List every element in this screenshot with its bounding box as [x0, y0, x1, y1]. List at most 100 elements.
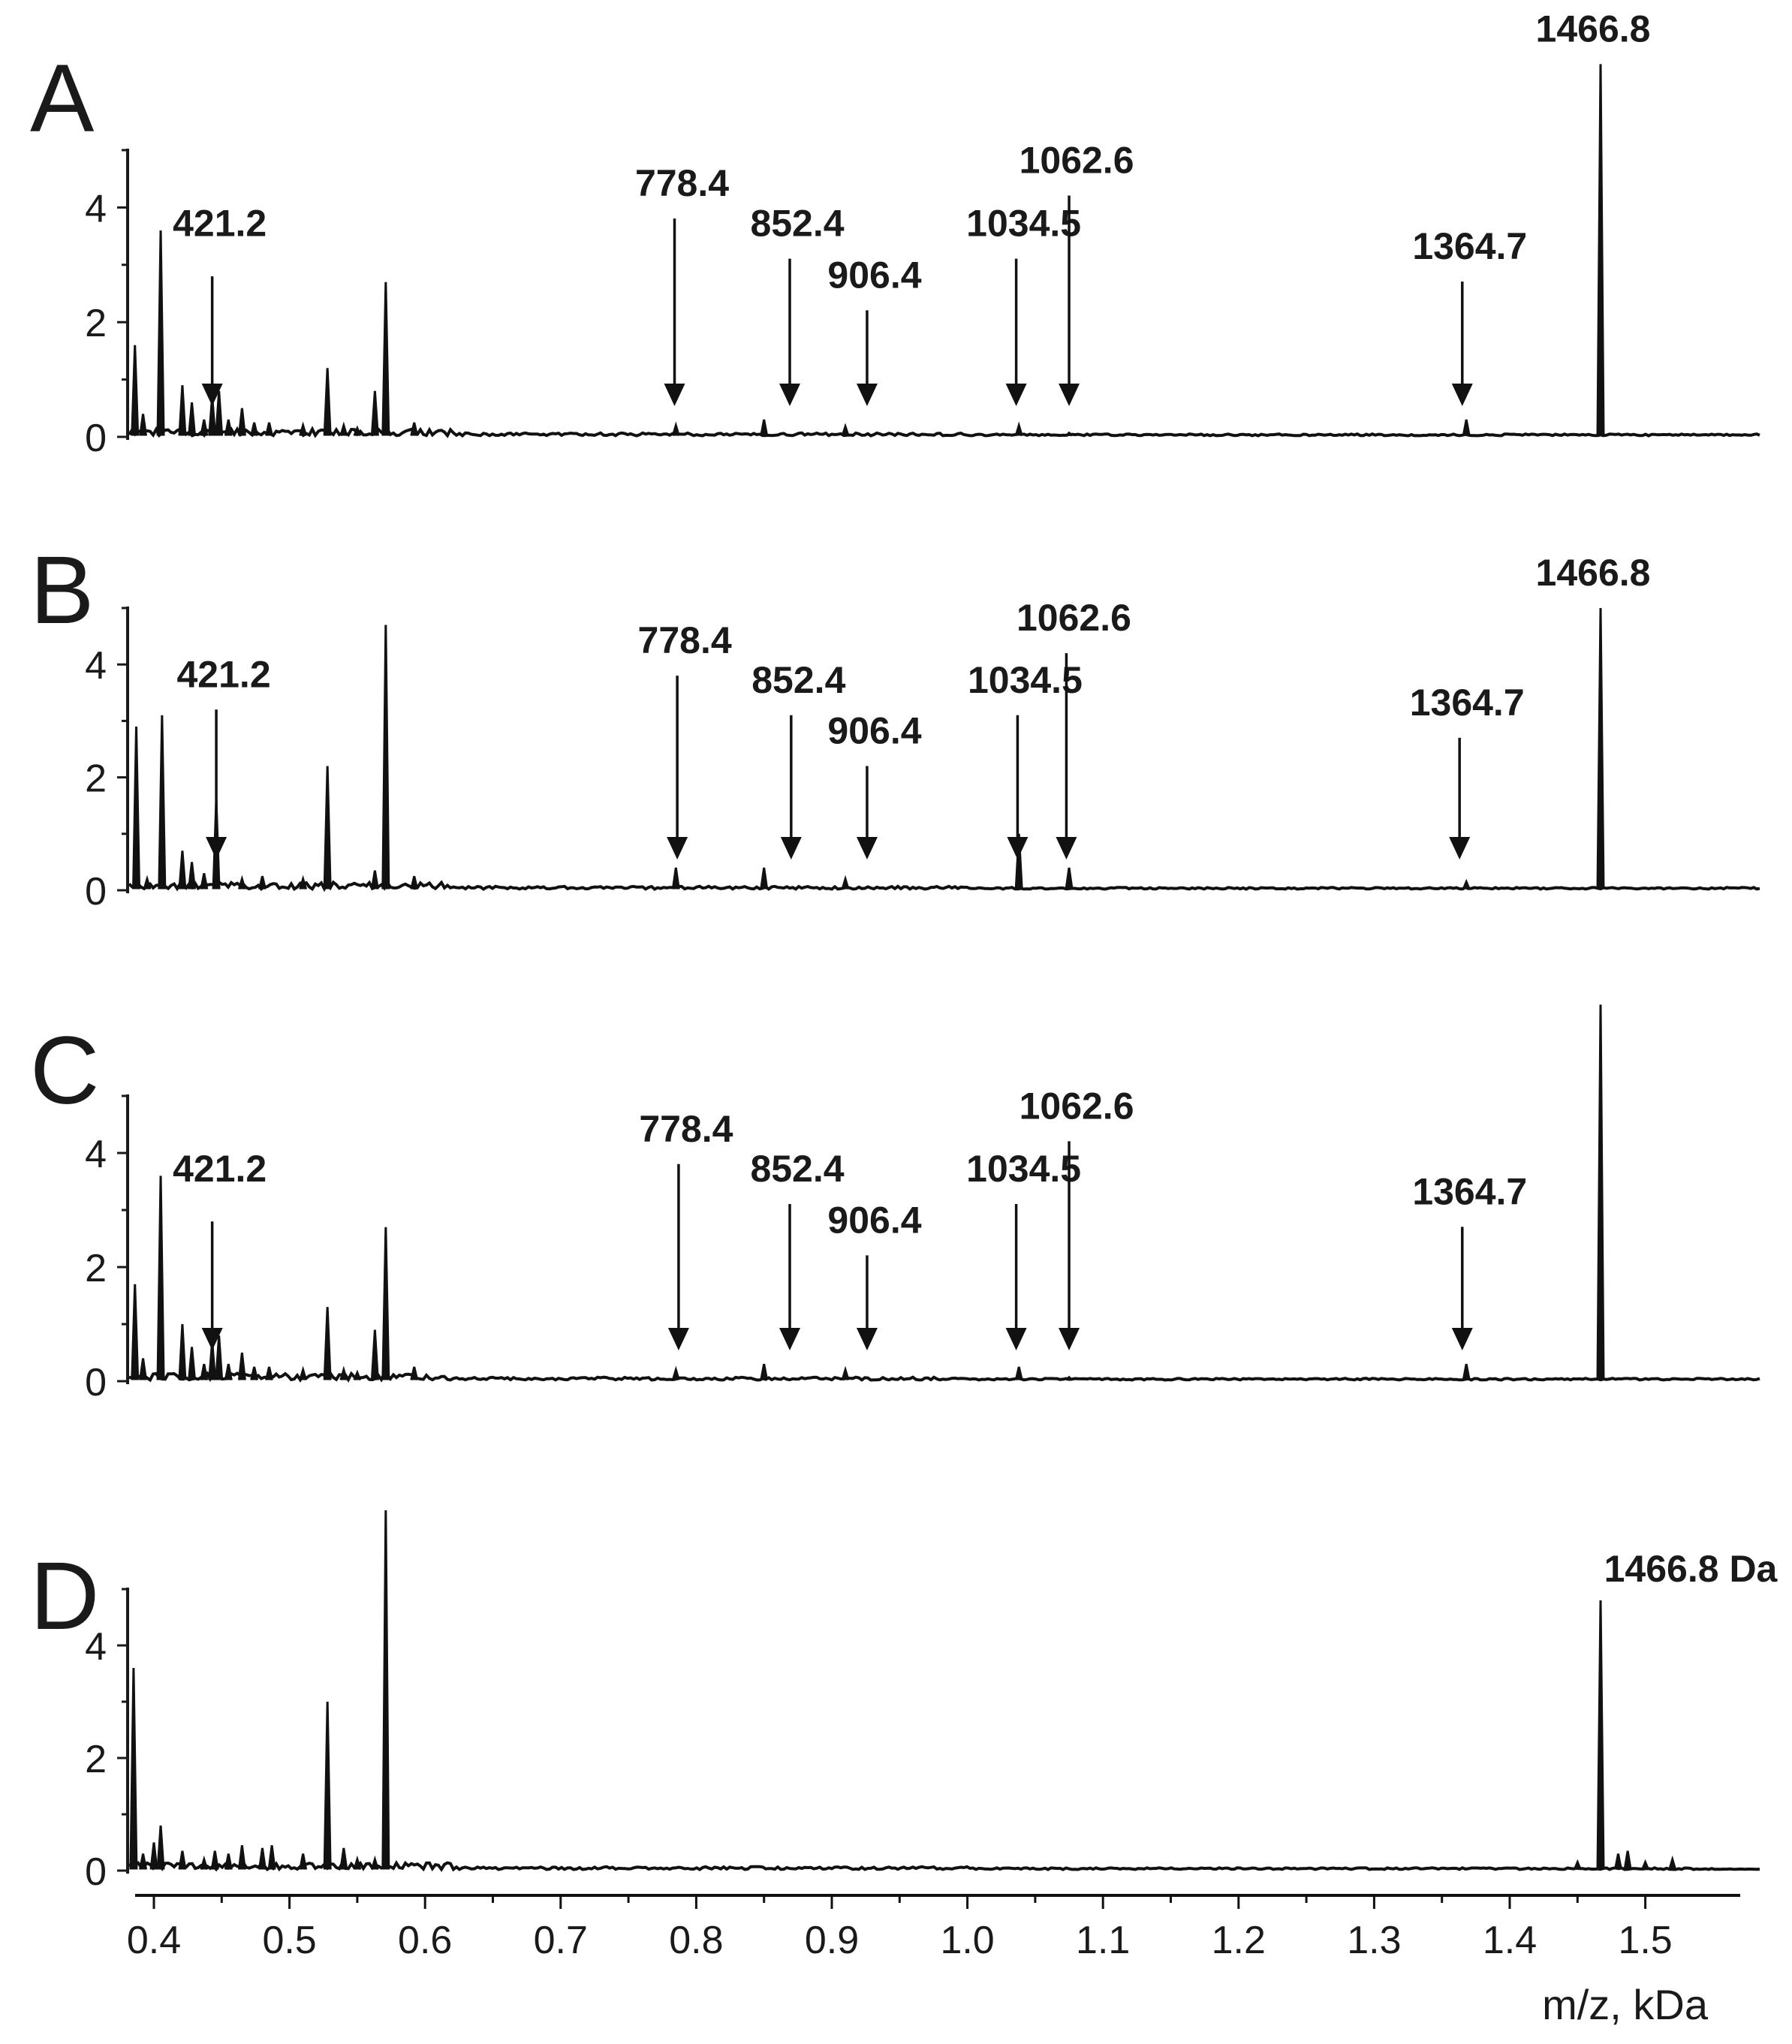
spectrum-peak — [299, 1365, 308, 1380]
spectrum-peak — [1065, 1375, 1074, 1381]
y-tick-label: 2 — [85, 1247, 107, 1290]
spectrum-peak — [323, 1307, 332, 1380]
spectrum-peak — [1641, 1859, 1649, 1871]
arrow-head — [1451, 1328, 1473, 1350]
spectrum-peak — [671, 421, 680, 436]
spectrum-peak — [1596, 1600, 1605, 1870]
peak-label: 421.2 — [173, 203, 267, 245]
y-tick-label: 0 — [85, 417, 107, 460]
spectrum-peak — [671, 1365, 680, 1380]
y-tick-label: 4 — [85, 644, 107, 688]
y-tick-label: 2 — [85, 302, 107, 345]
spectrum-peak — [258, 875, 267, 890]
y-tick-label: 0 — [85, 870, 107, 914]
peak-label: 1466.8 — [1536, 8, 1651, 50]
y-tick-label: 4 — [85, 1133, 107, 1176]
peak-label: 1062.6 — [1019, 140, 1134, 182]
x-tick-label: 0.4 — [127, 1919, 181, 1962]
spectrum-peak — [237, 1352, 246, 1380]
spectrum-peak — [188, 402, 197, 436]
spectrum-peak — [323, 766, 332, 890]
spectrum-peak — [353, 1369, 362, 1381]
spectrum-peak — [1014, 833, 1023, 890]
peak-label: 906.4 — [827, 254, 921, 296]
x-tick-label: 0.5 — [262, 1919, 316, 1962]
peak-label: 421.2 — [173, 1148, 267, 1190]
arrow-head — [201, 1328, 223, 1350]
spectrum-baseline — [128, 1859, 1760, 1872]
spectrum-peak — [1668, 1855, 1677, 1870]
spectrum-peak — [200, 1855, 209, 1870]
spectrum-peak — [224, 1363, 233, 1380]
arrow-head — [667, 1328, 689, 1350]
spectrum-peak — [237, 408, 246, 436]
spectrum-peak — [200, 419, 209, 436]
y-tick-label: 2 — [85, 1738, 107, 1781]
peak-label: 1062.6 — [1019, 1085, 1134, 1127]
spectrum-peak — [299, 421, 308, 436]
peak-label: 778.4 — [638, 619, 732, 661]
y-tick-label: 0 — [85, 1850, 107, 1894]
peak-label: 1034.5 — [968, 659, 1083, 701]
peak-label: 778.4 — [639, 1108, 733, 1150]
arrow-head — [1059, 1328, 1080, 1350]
spectrum-peak — [215, 390, 224, 436]
panel-letter: C — [30, 1017, 99, 1124]
peak-label: 1364.7 — [1410, 682, 1525, 724]
x-tick-label: 0.6 — [398, 1919, 452, 1962]
spectrum-peak — [131, 345, 140, 436]
x-tick-label: 1.2 — [1212, 1919, 1266, 1962]
panel-letter: D — [30, 1543, 99, 1650]
spectrum-peak — [1014, 1366, 1023, 1380]
spectrum-peak — [200, 1363, 209, 1380]
spectrum-peak — [1596, 607, 1605, 890]
x-tick-label: 0.7 — [534, 1919, 588, 1962]
arrow-head — [856, 1328, 878, 1350]
spectrum-peak — [129, 1667, 138, 1870]
peak-label: 421.2 — [177, 653, 271, 695]
spectrum-peak — [224, 1853, 233, 1870]
spectrum-baseline — [128, 879, 1760, 893]
peak-label: 1062.6 — [1016, 597, 1131, 639]
spectrum-peak — [339, 421, 348, 436]
spectrum-peak — [210, 1850, 219, 1870]
spectrum-peak — [1065, 867, 1074, 890]
arrow-head — [664, 384, 685, 406]
arrow-head — [1451, 384, 1473, 406]
x-tick-label: 0.9 — [805, 1919, 859, 1962]
arrow-head — [1007, 837, 1029, 859]
spectrum-peak — [323, 1701, 332, 1870]
y-tick-label: 2 — [85, 757, 107, 801]
spectrum-peak — [258, 1847, 267, 1870]
spectrum-peak — [1573, 1859, 1582, 1871]
arrow-head — [780, 837, 802, 859]
y-tick-label: 4 — [85, 187, 107, 230]
peak-label: 1034.5 — [966, 203, 1081, 245]
spectrum-peak — [132, 726, 141, 890]
spectrum-peak — [188, 862, 197, 890]
spectrum-peak — [353, 1855, 362, 1870]
panel-c: C 0 2 4 421.2 778.4 852.4 906.4 1034.5 1062.6 1364… — [30, 1004, 1760, 1404]
x-axis: 0.4 0.5 0.6 0.7 0.8 0.9 1.0 1.1 1.2 1.3 1.4 1.5 m/z,… — [127, 1894, 1740, 2028]
arrow-head — [856, 384, 878, 406]
spectrum-peak — [299, 874, 308, 890]
spectrum-peak — [339, 1847, 348, 1870]
spectrum-baseline — [128, 1371, 1760, 1383]
arrow-head — [1056, 837, 1077, 859]
y-tick-label: 4 — [85, 1625, 107, 1669]
spectrum-peak — [410, 422, 419, 436]
spectrum-peak — [188, 1347, 197, 1380]
spectrum-peak — [215, 1335, 224, 1380]
spectrum-peak — [299, 1853, 308, 1870]
peak-label: 1364.7 — [1412, 225, 1527, 267]
spectrum-peak — [178, 1323, 187, 1380]
arrow-head — [201, 384, 223, 406]
spectrum-peak — [237, 874, 246, 890]
x-tick-label: 0.8 — [669, 1919, 723, 1962]
arrow-head — [667, 837, 688, 859]
arrow-head — [779, 1328, 801, 1350]
panel-b: B 0 2 4 421.2 778.4 852.4 906.4 1034.5 1062.6 1364… — [30, 537, 1760, 914]
spectrum-peak — [381, 1510, 390, 1870]
spectrum-peak — [265, 422, 273, 436]
